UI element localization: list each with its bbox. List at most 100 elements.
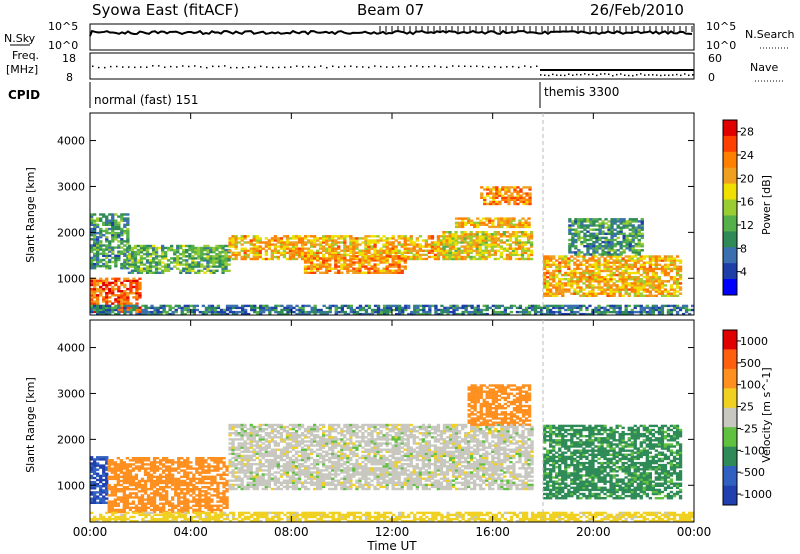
echo-cell — [467, 312, 471, 316]
echo-cell — [96, 312, 100, 316]
echo-cell — [135, 304, 139, 308]
echo-cell — [154, 267, 159, 270]
echo-cell — [276, 251, 280, 254]
echo-cell — [382, 245, 386, 248]
echo-cell — [133, 265, 138, 268]
echo-cell — [388, 249, 392, 252]
echo-cell — [276, 255, 280, 259]
echo-cell — [252, 237, 256, 240]
echo-cell — [90, 499, 94, 502]
echo-cell — [231, 239, 235, 242]
echo-cell — [107, 502, 111, 505]
echo-cell — [564, 290, 568, 293]
echo-cell — [594, 255, 598, 258]
echo-cell — [238, 310, 242, 314]
echo-cell — [637, 230, 641, 233]
echo-cell — [394, 245, 398, 248]
echo-cell — [654, 288, 658, 291]
echo-cell — [264, 249, 268, 252]
echo-cell — [473, 312, 477, 316]
echo-cell — [433, 245, 438, 248]
echo-cell — [516, 192, 520, 195]
echo-cell — [216, 461, 220, 464]
echo-cell — [105, 229, 109, 233]
echo-cell — [577, 222, 581, 225]
echo-cell — [183, 500, 187, 503]
echo-cell — [148, 263, 153, 266]
echo-cell — [203, 271, 207, 274]
echo-cell — [304, 310, 308, 314]
echo-cell — [191, 257, 195, 260]
echo-cell — [306, 265, 311, 268]
echo-cell — [597, 310, 601, 314]
echo-cell — [472, 235, 476, 238]
echo-cell — [613, 249, 617, 252]
echo-cell — [228, 425, 232, 429]
echo-cell — [90, 300, 94, 303]
echo-cell — [183, 506, 187, 509]
echo-cell — [585, 284, 589, 287]
echo-cell — [492, 196, 496, 199]
echo-cell — [161, 251, 165, 254]
echo-cell — [392, 304, 396, 308]
echo-cell — [651, 286, 655, 289]
echo-cell — [123, 252, 127, 255]
echo-cell — [102, 281, 106, 285]
echo-cell — [105, 483, 109, 486]
echo-cell — [135, 310, 139, 313]
echo-cell — [325, 247, 329, 250]
echo-cell — [415, 239, 419, 242]
echo-cell — [191, 248, 195, 252]
echo-cell — [409, 239, 413, 242]
echo-cell — [137, 490, 142, 493]
echo-cell — [105, 217, 109, 220]
echo-cell — [231, 237, 235, 240]
echo-cell — [364, 237, 368, 240]
echo-cell — [592, 242, 596, 246]
echo-cell — [328, 249, 332, 252]
echo-cell — [597, 312, 601, 316]
echo-cell — [102, 312, 106, 316]
echo-cell — [489, 188, 493, 191]
echo-cell — [209, 259, 213, 262]
echo-cell — [382, 306, 387, 310]
echo-cell — [167, 246, 171, 250]
echo-cell — [207, 475, 211, 478]
echo-cell — [598, 232, 602, 235]
echo-cell — [273, 237, 277, 240]
echo-cell — [114, 256, 118, 260]
echo-cell — [397, 259, 401, 262]
echo-cell — [186, 488, 190, 491]
echo-cell — [639, 292, 643, 295]
echo-cell — [478, 255, 482, 259]
echo-cell — [636, 286, 640, 289]
echo-cell — [264, 253, 268, 257]
echo-cell — [186, 459, 190, 462]
echo-cell — [600, 310, 604, 314]
echo-cell — [316, 253, 320, 257]
echo-cell — [520, 255, 525, 259]
echo-cell — [219, 508, 223, 512]
freq-dot — [236, 66, 238, 69]
echo-cell — [111, 225, 115, 229]
echo-cell — [110, 463, 114, 466]
echo-cell — [457, 225, 462, 229]
echo-cell — [618, 280, 622, 283]
echo-cell — [639, 282, 643, 285]
echo-cell — [630, 271, 634, 275]
echo-cell — [294, 247, 299, 250]
echo-cell — [310, 306, 314, 310]
echo-cell — [497, 310, 501, 314]
echo-cell — [513, 202, 517, 206]
echo-cell — [200, 269, 204, 272]
echo-cell — [171, 473, 175, 476]
echo-cell — [598, 228, 602, 231]
echo-cell — [149, 483, 154, 487]
echo-cell — [306, 271, 311, 274]
echo-cell — [451, 233, 455, 236]
echo-cell — [585, 294, 589, 297]
echo-cell — [403, 259, 407, 262]
echo-cell — [511, 235, 516, 238]
echo-cell — [255, 239, 259, 242]
echo-cell — [663, 284, 668, 287]
